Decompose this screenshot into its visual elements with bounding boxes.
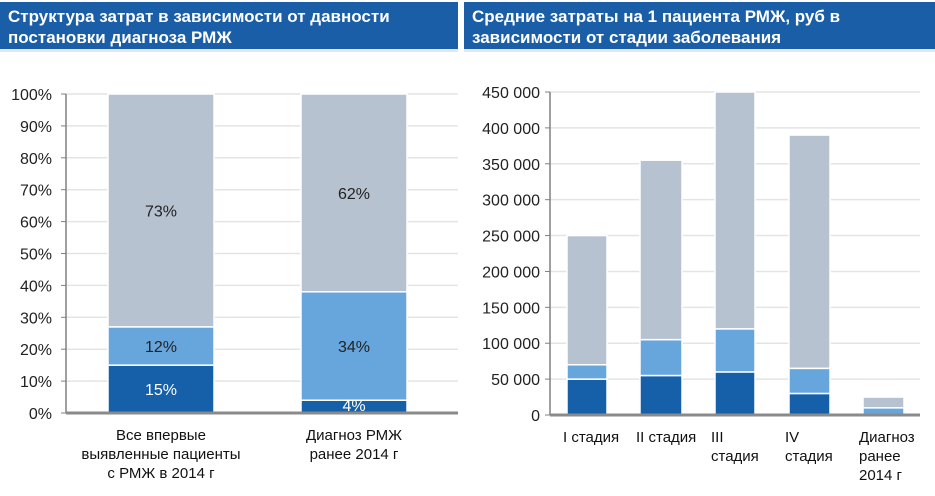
bar-segment-bottom (788, 392, 831, 416)
bar-segment-bottom (107, 364, 215, 414)
category-label: III (711, 429, 724, 446)
bar-segment-middle (566, 364, 608, 380)
y-tick-label: 90% (20, 119, 52, 136)
data-label: 4% (342, 398, 365, 415)
y-tick-label: 30% (20, 310, 52, 327)
y-tick-label: 200 000 (482, 264, 540, 281)
data-label: 73% (145, 203, 177, 220)
category-label: Все впервые (116, 427, 206, 444)
y-tick-label: 50 000 (491, 372, 540, 389)
bar-segment-middle (788, 367, 831, 395)
data-label: 34% (338, 339, 370, 356)
category-label: с РМЖ в 2014 г (107, 465, 215, 482)
bar-segment-top (566, 234, 608, 366)
bar-segment-middle (300, 291, 408, 401)
right-chart-title: Средние затраты на 1 пациента РМЖ, руб в… (464, 2, 935, 52)
y-tick-label: 350 000 (482, 157, 540, 174)
y-tick-label: 0 (531, 408, 540, 425)
category-label: выявленные пациенты (81, 446, 240, 463)
data-label: 62% (338, 186, 370, 203)
left-chart-title: Структура затрат в зависимости от давнос… (0, 2, 458, 52)
right-title-text: Средние затраты на 1 пациента РМЖ, руб в… (472, 7, 841, 47)
category-label: Диагноз РМЖ (306, 427, 402, 444)
bar-segment-top (714, 91, 756, 330)
y-tick-label: 20% (20, 342, 52, 359)
y-tick-label: 100 000 (482, 336, 540, 353)
bar-segment-middle (714, 328, 756, 373)
bar-segment-top (107, 93, 215, 328)
y-tick-label: 250 000 (482, 229, 540, 246)
category-label: ранее (859, 448, 901, 465)
y-tick-label: 150 000 (482, 300, 540, 317)
bar-segment-top (862, 396, 905, 409)
bar-segment-bottom (566, 378, 608, 416)
bar-segment-middle (107, 326, 215, 366)
y-tick-label: 50% (20, 247, 52, 264)
category-label: I стадия (563, 429, 619, 446)
category-label: 2014 г (859, 467, 903, 484)
category-label: Диагноз (859, 429, 915, 446)
y-tick-label: 70% (20, 183, 52, 200)
bar-segment-top (300, 93, 408, 293)
y-tick-label: 100% (11, 87, 52, 104)
left-title-text: Структура затрат в зависимости от давнос… (8, 7, 390, 47)
y-tick-label: 300 000 (482, 193, 540, 210)
category-label: стадия (711, 448, 759, 465)
y-tick-label: 60% (20, 215, 52, 232)
y-tick-label: 0% (29, 406, 52, 423)
category-label: IV (785, 429, 799, 446)
category-label: ранее 2014 г (310, 446, 399, 463)
y-tick-label: 450 000 (482, 85, 540, 102)
data-label: 15% (145, 382, 177, 399)
bar-segment-bottom (639, 374, 683, 416)
data-label: 12% (145, 339, 177, 356)
y-tick-label: 80% (20, 151, 52, 168)
y-tick-label: 40% (20, 278, 52, 295)
category-label: стадия (785, 448, 833, 465)
y-tick-label: 400 000 (482, 121, 540, 138)
bar-segment-bottom (714, 371, 756, 416)
y-tick-label: 10% (20, 374, 52, 391)
bar-segment-top (639, 159, 683, 341)
category-label: II стадия (636, 429, 696, 446)
bar-segment-middle (639, 338, 683, 377)
bar-segment-top (788, 134, 831, 370)
